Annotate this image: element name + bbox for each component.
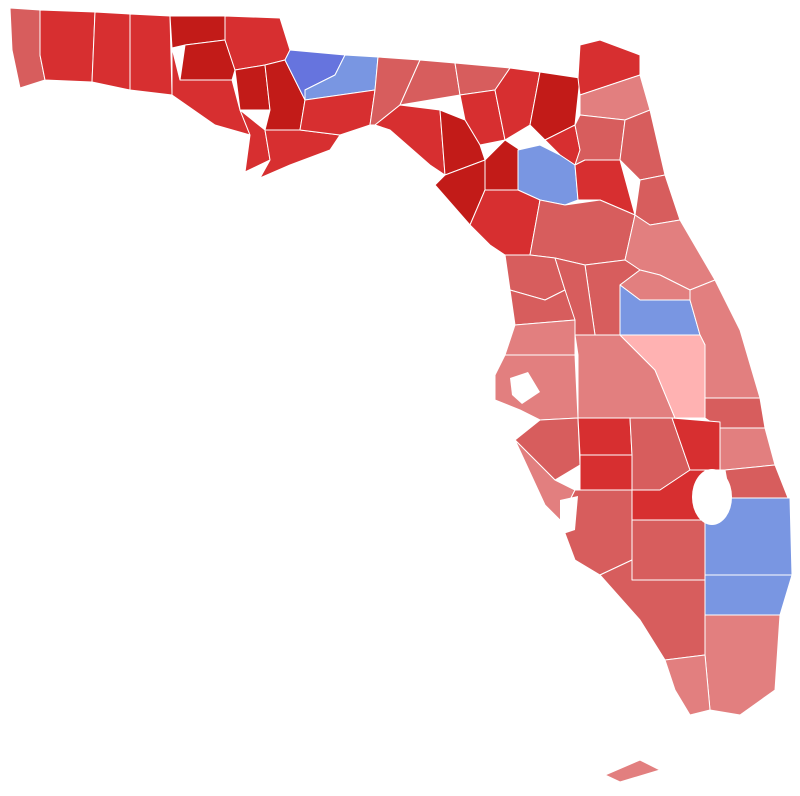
county [494,67,541,141]
county [299,89,376,136]
county [459,89,506,146]
county [704,614,781,716]
county [724,464,789,499]
charlotte-harbor [560,496,578,535]
county [129,13,173,96]
county [509,289,576,326]
county [259,129,341,179]
county [577,417,633,456]
water [510,372,732,535]
county [91,11,131,91]
county [619,109,666,181]
county [719,427,776,471]
county [484,139,521,191]
county [664,654,711,716]
county [514,417,581,481]
county [469,189,541,256]
county [39,9,96,83]
county [631,519,706,581]
county [234,64,271,111]
lake-okeechobee [692,469,732,525]
county [579,454,633,491]
counties [9,7,793,783]
county [179,39,236,81]
county [704,574,793,616]
county [574,114,626,166]
county [529,199,636,266]
county [634,174,681,226]
county [439,109,486,176]
county [504,319,576,356]
county [239,109,271,173]
county [604,759,661,783]
tampa-bay [510,372,540,404]
